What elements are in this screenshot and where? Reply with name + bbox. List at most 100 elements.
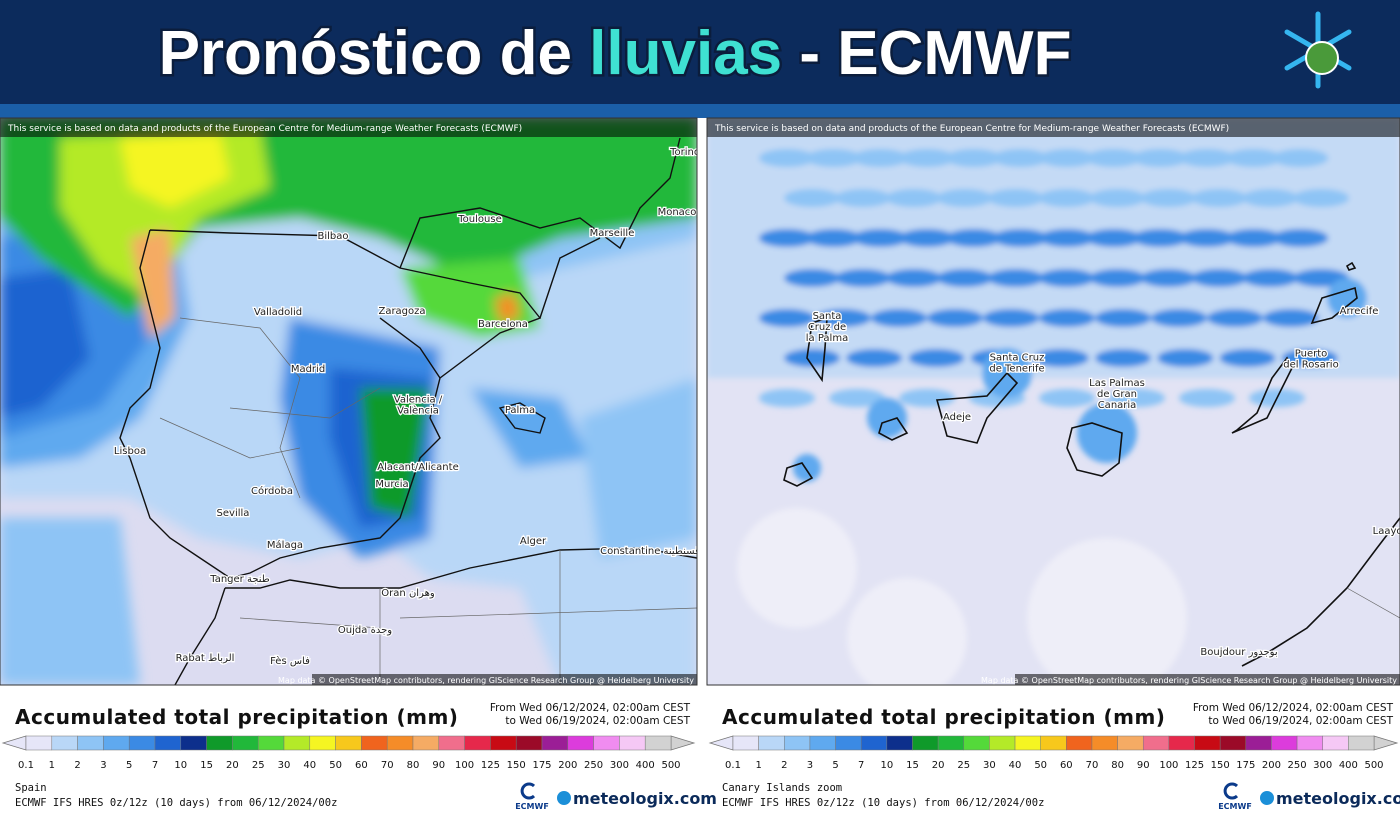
colorbar-label: 60 bbox=[355, 760, 368, 771]
precip-area bbox=[1242, 189, 1299, 207]
legend-period: From Wed 06/12/2024, 02:00am CEST bbox=[490, 702, 691, 714]
border bbox=[159, 417, 301, 459]
title-suffix: - ECMWF bbox=[782, 19, 1071, 88]
colorbar-label: 20 bbox=[226, 760, 239, 771]
colorbar-swatch bbox=[784, 735, 811, 751]
precip-area bbox=[1157, 349, 1214, 367]
header-band bbox=[0, 0, 1400, 104]
precip-area bbox=[945, 149, 1002, 167]
city-label: Fès فاس bbox=[270, 655, 310, 667]
colorbar-label: 3 bbox=[100, 760, 106, 771]
colorbar-swatch bbox=[77, 735, 104, 751]
precip-area bbox=[1039, 389, 1095, 407]
precip-area bbox=[759, 389, 815, 407]
precip-area bbox=[784, 189, 840, 207]
colorbar-label: 50 bbox=[1034, 760, 1047, 771]
precip-area bbox=[852, 229, 909, 247]
colorbar-swatch bbox=[1348, 735, 1375, 751]
colorbar-swatch bbox=[1219, 735, 1247, 751]
precip-area bbox=[1263, 309, 1319, 327]
colorbar-swatch bbox=[103, 735, 130, 751]
attribution: Map data © OpenStreetMap contributors, r… bbox=[278, 676, 694, 685]
colorbar-swatch bbox=[309, 735, 336, 751]
colorbar-swatch bbox=[1296, 735, 1323, 751]
colorbar-swatch bbox=[541, 735, 569, 751]
border bbox=[179, 317, 301, 499]
precip-area bbox=[834, 269, 891, 287]
city-label: Puerto bbox=[1295, 349, 1328, 360]
city-label: Santa Cruz bbox=[990, 353, 1045, 364]
city-label: Málaga bbox=[267, 539, 303, 551]
precip-area bbox=[815, 309, 871, 327]
map: This service is based on data and produc… bbox=[0, 118, 697, 685]
precip-area bbox=[871, 309, 927, 327]
precip-area bbox=[1242, 269, 1299, 287]
precip-area bbox=[987, 189, 1044, 207]
city-label: Oujda وجدة bbox=[338, 625, 392, 636]
precip-area bbox=[1089, 189, 1146, 207]
colorbar-swatch bbox=[515, 735, 543, 751]
precip-area bbox=[936, 189, 993, 207]
border bbox=[239, 617, 381, 629]
header-stripe bbox=[0, 104, 1400, 118]
colorbar-swatch bbox=[835, 735, 862, 751]
disclaimer: This service is based on data and produc… bbox=[7, 124, 522, 134]
precip-area bbox=[495, 293, 520, 323]
precip-area bbox=[846, 349, 903, 367]
city-label: Córdoba bbox=[251, 485, 293, 497]
coastline bbox=[174, 587, 226, 685]
map-frame bbox=[0, 117, 698, 686]
precip-field bbox=[707, 118, 1400, 685]
colorbar-swatch bbox=[1194, 735, 1221, 751]
precip-area bbox=[1179, 229, 1235, 247]
precip-area bbox=[1327, 278, 1367, 318]
colorbar-label: 7 bbox=[858, 760, 864, 771]
precip-area bbox=[1132, 229, 1189, 247]
colorbar-swatch bbox=[809, 735, 836, 751]
colorbar-swatch bbox=[567, 735, 594, 751]
precip-area bbox=[1038, 269, 1095, 287]
precip-area bbox=[1109, 389, 1165, 407]
attribution: Map data © OpenStreetMap contributors, r… bbox=[981, 676, 1397, 685]
border bbox=[229, 387, 381, 419]
colorbar-swatch bbox=[644, 735, 672, 751]
colorbar-swatch bbox=[1245, 735, 1272, 751]
precip-area bbox=[1085, 149, 1142, 167]
colorbar-label: 80 bbox=[407, 760, 420, 771]
border bbox=[1346, 587, 1400, 619]
colorbar-label: 400 bbox=[636, 760, 655, 771]
colorbar-swatch bbox=[1117, 735, 1144, 751]
colorbar-swatch bbox=[283, 735, 311, 751]
coastlines bbox=[119, 137, 697, 685]
colorbar-label: 175 bbox=[1236, 760, 1255, 771]
colorbar-label: 60 bbox=[1060, 760, 1073, 771]
ecmwf-logo: ECMWF bbox=[515, 802, 549, 811]
coastline bbox=[399, 137, 681, 269]
colorbar-label: 50 bbox=[329, 760, 342, 771]
colorbar-swatch bbox=[1142, 735, 1170, 751]
colorbar-swatch bbox=[1322, 735, 1349, 751]
city-label: Cruz de bbox=[808, 322, 846, 333]
precip-area bbox=[1032, 349, 1089, 367]
precip-area bbox=[992, 149, 1049, 167]
colorbar-label: 125 bbox=[481, 760, 500, 771]
colorbar-swatch bbox=[963, 735, 990, 751]
colorbar-swatch bbox=[180, 735, 207, 751]
precip-area bbox=[867, 398, 907, 438]
precip-area bbox=[1039, 309, 1095, 327]
city-label: Valencia / bbox=[394, 395, 443, 406]
precip-area bbox=[1207, 309, 1263, 327]
colorbar-swatch bbox=[438, 735, 465, 751]
colorbar-swatch bbox=[1014, 735, 1041, 751]
precip-area bbox=[1038, 189, 1095, 207]
coastline bbox=[1066, 422, 1123, 477]
city-label: de Gran bbox=[1097, 389, 1137, 400]
city-label: Rabat الرباط bbox=[176, 653, 235, 664]
precip-area bbox=[1272, 149, 1329, 167]
coastline bbox=[225, 547, 697, 589]
precip-area bbox=[1219, 349, 1276, 367]
colorbar-label: 10 bbox=[880, 760, 893, 771]
colorbar-swatch bbox=[1168, 735, 1195, 751]
